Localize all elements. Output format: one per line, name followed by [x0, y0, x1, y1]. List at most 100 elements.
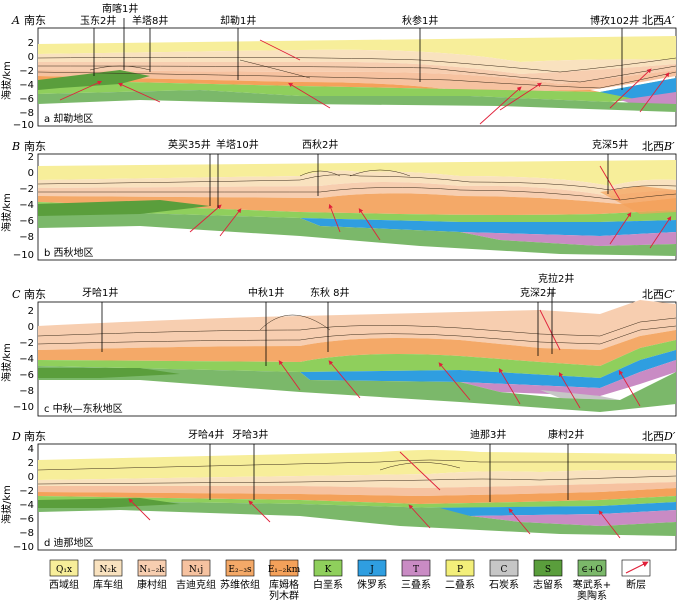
panel-d-dir-right: 北西: [642, 430, 664, 443]
panel-a-layer-jidike: [38, 70, 676, 92]
legend-swatch: [181, 559, 211, 577]
legend-name: 康村组: [137, 578, 167, 591]
panel-d-layer-xiyu: [38, 450, 676, 480]
panel-b-layer-kumu: [600, 186, 676, 214]
y-axis-title: 海拔/km: [0, 343, 13, 382]
legend-item: K 白垩系: [313, 559, 343, 591]
legend-name: 库车组: [93, 578, 123, 591]
panel-a-layer-kumu: [38, 76, 600, 92]
panel-a-layer-k: [38, 78, 676, 102]
y-axis-title: 海拔/km: [0, 193, 13, 232]
panel-a-well-label: 玉东2井: [80, 14, 116, 27]
legend-name: 石炭系: [489, 579, 519, 591]
panel-b-well-label: 英买35井: [168, 138, 211, 151]
panel-c-end-label: C′: [664, 288, 675, 301]
panel-d: D 南东 北西 D′ 牙哈4井 牙哈3井 迪那3井 康村2井 d 迪那地区 4 …: [0, 428, 677, 553]
panel-a-well-label: 南喀1井: [102, 2, 138, 15]
panel-a-layer-kangcun: [38, 61, 676, 84]
panel-c-faults: [278, 309, 641, 409]
panel-d-well-label: 牙哈4井: [188, 428, 224, 441]
y-tick-label: −8: [19, 108, 34, 119]
legend-swatch: [445, 559, 475, 577]
panel-d-layer-jidike: [38, 482, 676, 496]
panel-b-layer-j: [300, 218, 676, 236]
panel-a-well-label: 却勒1井: [220, 14, 256, 27]
panel-a-layer-cam: [38, 90, 676, 112]
panel-a-start-label: A: [11, 14, 20, 27]
panel-d-faults: [128, 451, 621, 539]
panel-b-layer-xiyu: [38, 160, 676, 186]
panel-a-layer-s: [38, 70, 150, 90]
legend-code: P: [457, 565, 463, 575]
panel-a-dir-left: 南东: [24, 14, 46, 27]
panel-a-end-label: A′: [663, 14, 675, 27]
panel-c-start-label: C: [12, 288, 21, 301]
panel-b-dir-left: 南东: [24, 140, 46, 153]
legend-swatch: [313, 559, 343, 577]
panel-d-layer-kumu: [38, 488, 676, 504]
legend-name: 白垩系: [313, 578, 343, 591]
legend-code: E₂₋₃s: [228, 565, 252, 575]
panel-b-wells: [209, 154, 609, 208]
panel-b: B 南东 北西 B′ 英买35井 羊塔10井 西秋2井 克深5井 b 西秋地区 …: [0, 138, 677, 261]
panel-d-layer-s: [38, 498, 180, 508]
y-tick-label: −10: [13, 402, 34, 413]
panel-c-well-label: 克拉2井: [538, 272, 574, 285]
panel-a-layer-xiyu: [38, 36, 676, 62]
panel-b-well-label: 羊塔10井: [216, 138, 259, 151]
panel-c-layer-c: [540, 390, 620, 400]
panel-b-bedding: [37, 169, 677, 201]
panel-c-well-label: 中秋1井: [248, 286, 284, 299]
panel-d-yaxis: 4 2 0 −2 −4 −6 −8 −10 海拔/km: [0, 444, 34, 553]
panel-b-layer-s: [38, 200, 210, 216]
panel-b-dir-right: 北西: [642, 140, 664, 153]
legend-code: N₁j: [189, 565, 203, 575]
y-tick-label: −10: [13, 250, 34, 261]
y-tick-label: −4: [19, 354, 34, 365]
legend-code: N₁₋₂k: [139, 565, 165, 575]
panel-d-layer-k: [38, 496, 676, 508]
panel-b-well-label: 克深5井: [592, 138, 628, 151]
y-tick-label: 0: [28, 322, 34, 333]
y-tick-label: −8: [19, 528, 34, 539]
legend: Q₁x 西域组 N₂k 库车组 N₁₋₂k 康村组 N₁j 吉迪克组 E₂₋₃s 苏维依组 E₁₋₂…: [49, 559, 651, 602]
legend-item: N₁j 吉迪克组: [176, 559, 216, 591]
y-tick-label: −6: [19, 370, 34, 381]
legend-code: E₁₋₂km: [268, 565, 301, 575]
legend-item: S 志留系: [533, 559, 563, 591]
legend-swatch: [401, 559, 431, 577]
panel-d-well-label: 牙哈3井: [232, 428, 268, 441]
legend-name: 列木群: [269, 589, 299, 602]
panel-c-layer-j: [300, 350, 676, 388]
panel-a-yaxis: 2 0 −2 −4 −6 −8 −10 海拔/km: [0, 38, 34, 131]
y-tick-label: 2: [28, 152, 34, 163]
y-tick-label: −6: [19, 94, 34, 105]
y-tick-label: −8: [19, 386, 34, 397]
panel-c-well-label: 克深2井: [520, 286, 556, 299]
panel-c-layer-suweiyi: [38, 330, 676, 366]
legend-name: 苏维依组: [220, 578, 260, 591]
panel-c-layer-cam: [38, 366, 676, 412]
panel-c-well-label: 东秋 8井: [310, 286, 350, 299]
panel-a: A 南东 北西 A′ 南喀1井 玉东2井 羊塔8井 却勒1井 秋参1井 博孜10…: [0, 2, 677, 131]
y-axis-title: 海拔/km: [0, 485, 13, 524]
legend-code: K: [325, 565, 332, 575]
y-tick-label: 0: [28, 472, 34, 483]
panel-b-layer-cam: [38, 210, 676, 256]
y-tick-label: 2: [28, 306, 34, 317]
panel-b-faults: [189, 165, 672, 249]
y-tick-label: −2: [19, 184, 34, 195]
y-tick-label: −4: [19, 200, 34, 211]
legend-swatch: [93, 559, 123, 577]
y-tick-label: −10: [13, 542, 34, 553]
legend-item: N₁₋₂k 康村组: [137, 559, 167, 591]
panel-a-well-label: 博孜102井: [590, 14, 639, 27]
legend-code: S: [545, 565, 551, 575]
y-tick-label: −10: [13, 120, 34, 131]
y-tick-label: −6: [19, 216, 34, 227]
legend-name: 奥陶系: [577, 589, 607, 602]
legend-item: T 三叠系: [401, 559, 431, 591]
legend-swatch: [533, 559, 563, 577]
panel-a-layer-t: [620, 92, 676, 106]
